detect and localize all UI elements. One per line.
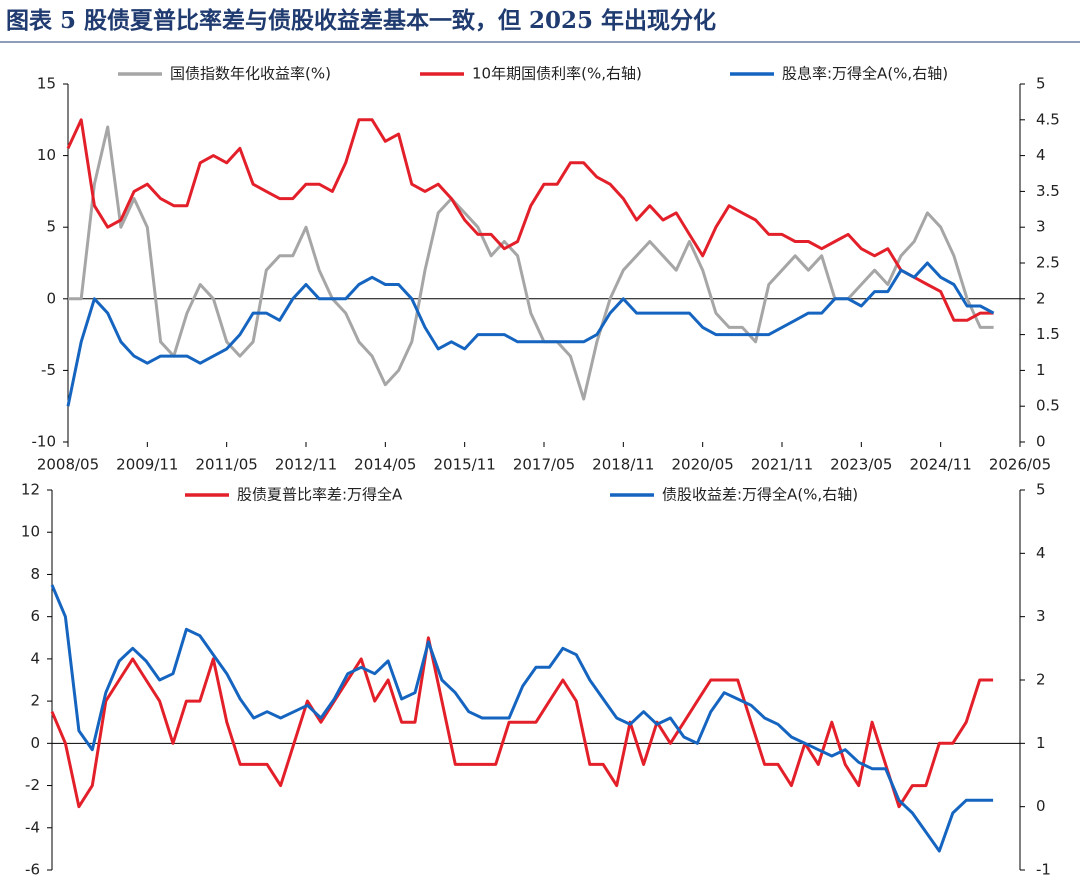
x-tick-label: 2026/05 — [989, 456, 1051, 474]
y-tick-label: -5 — [41, 361, 56, 379]
y-tick-label: 5 — [46, 218, 56, 236]
x-tick-label: 2008/05 — [37, 456, 99, 474]
y-tick-label: 10 — [21, 523, 40, 541]
x-tick-label: 2012/11 — [275, 456, 337, 474]
x-tick-label: 2011/05 — [196, 456, 258, 474]
y2-tick-label: 4 — [1036, 146, 1046, 164]
x-tick-label: 2023/05 — [830, 456, 892, 474]
y2-tick-label: 0.5 — [1036, 397, 1060, 415]
y-tick-label: 0 — [46, 289, 56, 307]
y2-tick-label: 1 — [1036, 734, 1046, 752]
legend-label: 股债夏普比率差:万得全A — [237, 486, 403, 504]
y2-tick-label: 4 — [1036, 544, 1046, 562]
y-tick-label: 8 — [30, 565, 40, 583]
series-line — [66, 118, 994, 322]
y2-tick-label: 2.5 — [1036, 254, 1060, 272]
y2-tick-label: 5 — [1036, 481, 1046, 499]
y2-tick-label: -1 — [1036, 861, 1051, 879]
y-tick-label: -10 — [32, 433, 57, 451]
y2-tick-label: 0 — [1036, 433, 1046, 451]
figure-title: 图表 5 股债夏普比率差与债股收益差基本一致，但 2025 年出现分化 — [6, 7, 716, 34]
series-line — [50, 636, 994, 809]
x-tick-label: 2018/11 — [592, 456, 654, 474]
x-tick-label: 2021/11 — [751, 456, 813, 474]
y-tick-label: -6 — [25, 861, 40, 879]
y-tick-label: 2 — [30, 692, 40, 710]
y2-tick-label: 5 — [1036, 75, 1046, 93]
y-tick-label: -4 — [25, 818, 40, 836]
legend-label: 债股收益差:万得全A(%,右轴) — [662, 486, 858, 504]
y2-tick-label: 0 — [1036, 797, 1046, 815]
legend-label: 国债指数年化收益率(%) — [170, 65, 331, 83]
y-tick-label: 0 — [30, 734, 40, 752]
x-tick-label: 2015/11 — [434, 456, 496, 474]
y-tick-label: 6 — [30, 607, 40, 625]
y-tick-label: 15 — [37, 75, 56, 93]
x-tick-label: 2009/11 — [116, 456, 178, 474]
y2-tick-label: 1.5 — [1036, 325, 1060, 343]
series-line — [66, 261, 995, 407]
series-line — [50, 584, 994, 853]
legend-label: 股息率:万得全A(%,右轴) — [782, 65, 948, 83]
y2-tick-label: 1 — [1036, 361, 1046, 379]
y-tick-label: 12 — [21, 481, 40, 499]
x-tick-label: 2014/05 — [354, 456, 416, 474]
x-tick-label: 2020/05 — [672, 456, 734, 474]
y-tick-label: 10 — [37, 146, 56, 164]
x-tick-label: 2017/05 — [513, 456, 575, 474]
y2-tick-label: 3 — [1036, 218, 1046, 236]
y2-tick-label: 2 — [1036, 289, 1046, 307]
y2-tick-label: 4.5 — [1036, 110, 1060, 128]
x-tick-label: 2024/11 — [910, 456, 972, 474]
legend-label: 10年期国债利率(%,右轴) — [472, 65, 642, 83]
y-tick-label: 4 — [30, 649, 40, 667]
y-tick-label: -2 — [25, 776, 40, 794]
y2-tick-label: 3.5 — [1036, 182, 1060, 200]
y2-tick-label: 2 — [1036, 671, 1046, 689]
y2-tick-label: 3 — [1036, 607, 1046, 625]
